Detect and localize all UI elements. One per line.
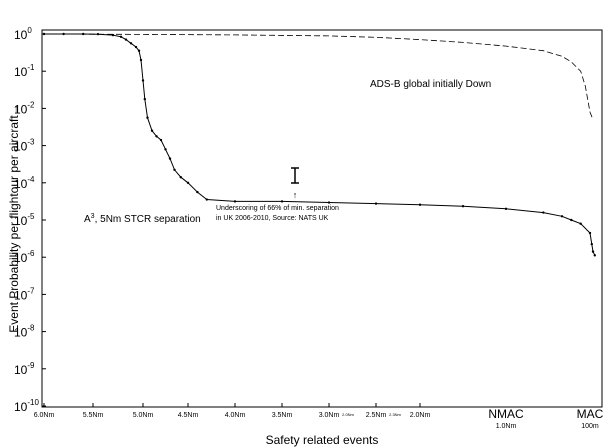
x-tick-label: 3.5Nm	[272, 412, 293, 419]
y-tick-label: 10-4	[14, 175, 35, 191]
series-a3-point	[179, 176, 182, 179]
series-a3-point	[119, 35, 123, 38]
x-tick-sublabel: 2.3Nm	[389, 412, 401, 417]
x-tick-label: 2.5Nm	[366, 412, 387, 419]
series-a3-point	[590, 242, 593, 246]
series-a3-point	[280, 200, 284, 203]
a3-label-rest: , 5Nm STCR separation	[95, 214, 201, 225]
plot-area	[41, 29, 603, 408]
series-adsb-line	[43, 33, 594, 120]
nats-arrow: ↑	[293, 190, 298, 200]
series-a3-point	[591, 250, 595, 253]
series-a3-point	[173, 168, 176, 171]
series-a3-point	[504, 207, 508, 211]
x-tick-label: 3.0Nm	[319, 412, 340, 419]
series-a3-point	[542, 211, 545, 214]
a3-label-sup: 3	[91, 213, 95, 220]
y-tick-label: 10-6	[14, 249, 35, 265]
series-a3-point	[137, 49, 141, 52]
series-a3-point	[461, 205, 465, 208]
series-a3-point	[579, 222, 582, 225]
y-tick-label: 10-7	[14, 286, 35, 302]
series-a3-point	[570, 218, 573, 222]
series-a3-point	[196, 190, 199, 194]
y-tick-label: 10-5	[14, 212, 35, 228]
series-a3-point	[150, 129, 154, 132]
x-tick-label: 5.0Nm	[133, 412, 154, 419]
y-tick-label: 10-10	[14, 398, 39, 414]
series-a3-point	[560, 215, 564, 218]
a3-label-prefix: A	[84, 214, 91, 225]
x-axis-ticks: 6.0Nm 5.5Nm 5.0Nm 4.5Nm 4.0Nm 3.5Nm 3.0Nm 2.0Nm…	[34, 403, 603, 430]
series-a3-point	[374, 202, 378, 205]
series-a3-point	[155, 135, 158, 138]
x-tick-label: 5.5Nm	[83, 412, 104, 419]
y-tick-label: 100	[14, 26, 32, 42]
series-a3-point	[139, 58, 143, 62]
x-special-sublabel: 100m	[581, 423, 599, 430]
series-a3-point	[146, 116, 149, 119]
x-tick-sublabel: 2.0Nm	[342, 412, 354, 417]
series-a3-point	[129, 42, 133, 45]
adsb-label: ADS-B global initially Down	[370, 79, 491, 90]
series-a3-point	[124, 38, 128, 41]
series-a3-point	[186, 181, 190, 184]
x-tick-label: 2.0Nm	[410, 412, 431, 419]
series-a3-point	[164, 148, 167, 151]
y-tick-label: 10-1	[14, 63, 35, 79]
y-axis-label: Event Probability per flightour per airc…	[7, 103, 21, 332]
x-special-sublabel: 1.0Nm	[496, 423, 517, 430]
y-axis-ticks: 100 10-1 10-2 10-3 10-4 10-5 10-6 10-7 10-8 10-9 1…	[14, 26, 46, 414]
x-tick-label: 4.5Nm	[178, 412, 199, 419]
series-a3-point	[159, 138, 163, 142]
series-a3-point	[418, 203, 422, 206]
y-tick-label: 10-8	[14, 324, 35, 340]
series-a3-point	[143, 97, 146, 101]
x-special-label: MAC	[577, 407, 603, 421]
nats-range-marker	[291, 167, 299, 184]
series-layer	[42, 32, 596, 257]
series-a3-point	[168, 157, 172, 160]
y-tick-label: 10-9	[14, 361, 35, 377]
y-tick-label: 10-2	[14, 100, 35, 116]
x-tick-label: 6.0Nm	[34, 412, 55, 419]
series-a3-point	[141, 79, 145, 82]
x-axis-label: Safety related events	[266, 433, 379, 447]
series-a3-point	[588, 231, 592, 235]
x-special-label: NMAC	[488, 407, 524, 421]
series-a3-point	[593, 254, 596, 257]
series-a3-point	[134, 45, 138, 49]
series-a3-point	[327, 201, 331, 204]
a3-label: A3, 5Nm STCR separation	[84, 213, 201, 225]
nats-note-line1: Underscoring of 66% of min. separation	[216, 205, 339, 212]
x-tick-label: 4.0Nm	[225, 412, 246, 419]
nats-note-line2: in UK 2006-2010, Source: NATS UK	[216, 215, 329, 222]
y-tick-label: 10-3	[14, 138, 35, 154]
series-a3-point	[205, 198, 208, 201]
series-a3-point	[233, 200, 237, 203]
